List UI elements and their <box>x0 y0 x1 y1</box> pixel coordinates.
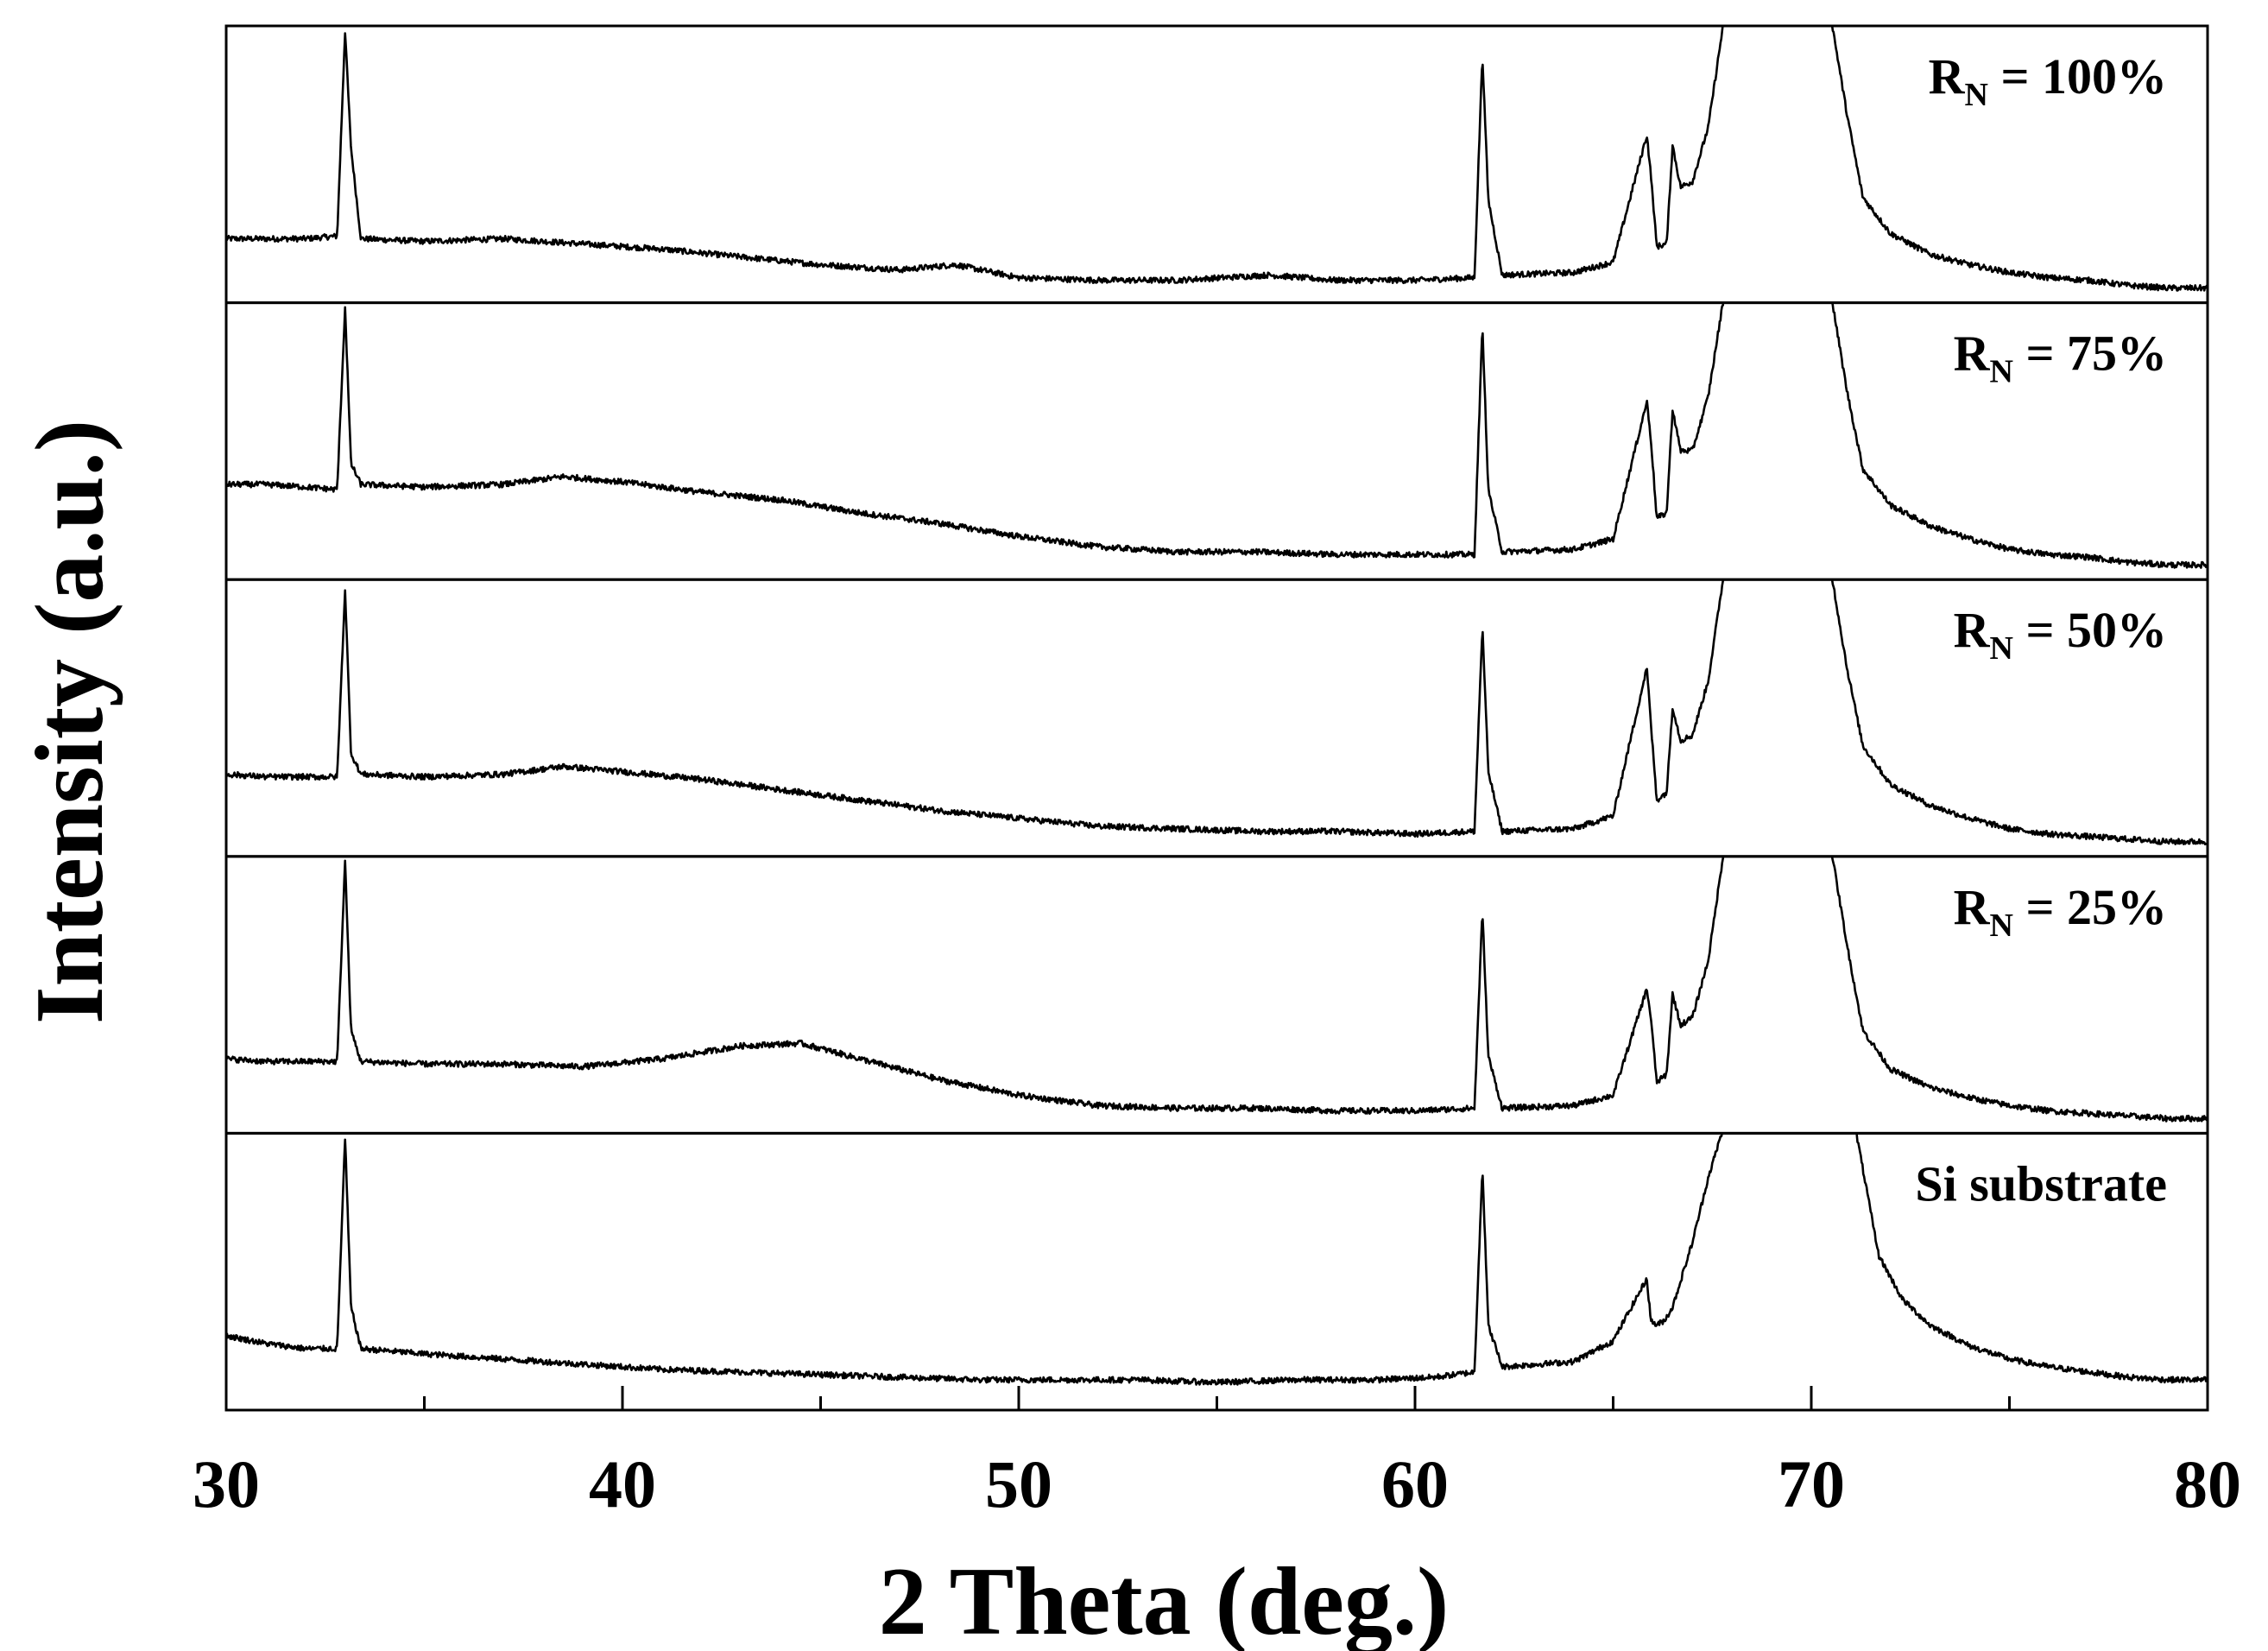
trace-line <box>226 302 2208 569</box>
x-axis: 30 40 50 60 70 80 <box>193 1386 2241 1521</box>
x-tick-label: 80 <box>2174 1446 2241 1521</box>
panel-label: RN = 100% <box>1929 48 2167 113</box>
x-tick-label: 50 <box>985 1446 1052 1521</box>
x-tick-label: 40 <box>589 1446 656 1521</box>
trace-line <box>226 1133 2208 1386</box>
panels-layer: RN = 100% RN = 75% RN = 50% RN = 25% Si subs… <box>224 24 2209 1412</box>
panel-label: RN = 75% <box>1954 326 2167 390</box>
panel-label: RN = 25% <box>1954 879 2167 944</box>
x-tick-label: 70 <box>1778 1446 1845 1521</box>
panel-frame <box>224 1131 2209 1412</box>
panel-frame <box>224 24 2209 305</box>
panel-frame <box>224 301 2209 581</box>
trace-line <box>226 856 2208 1123</box>
panel-label: RN = 50% <box>1954 602 2167 667</box>
panel-0: RN = 100% <box>224 24 2209 305</box>
panel-label: Si substrate <box>1915 1155 2167 1211</box>
panel-1: RN = 75% <box>224 301 2209 581</box>
x-axis-title: 2 Theta (deg.) <box>879 1548 1450 1651</box>
panel-frame <box>224 578 2209 858</box>
trace-line <box>226 579 2208 845</box>
panel-2: RN = 50% <box>224 578 2209 858</box>
panel-3: RN = 25% <box>224 855 2209 1135</box>
trace-line <box>226 26 2208 292</box>
panel-4: Si substrate <box>224 1131 2209 1412</box>
panel-frame <box>224 855 2209 1135</box>
x-tick-label: 30 <box>193 1446 260 1521</box>
x-tick-label: 60 <box>1381 1446 1449 1521</box>
y-axis-title: Intensity (a.u.) <box>16 420 123 1024</box>
